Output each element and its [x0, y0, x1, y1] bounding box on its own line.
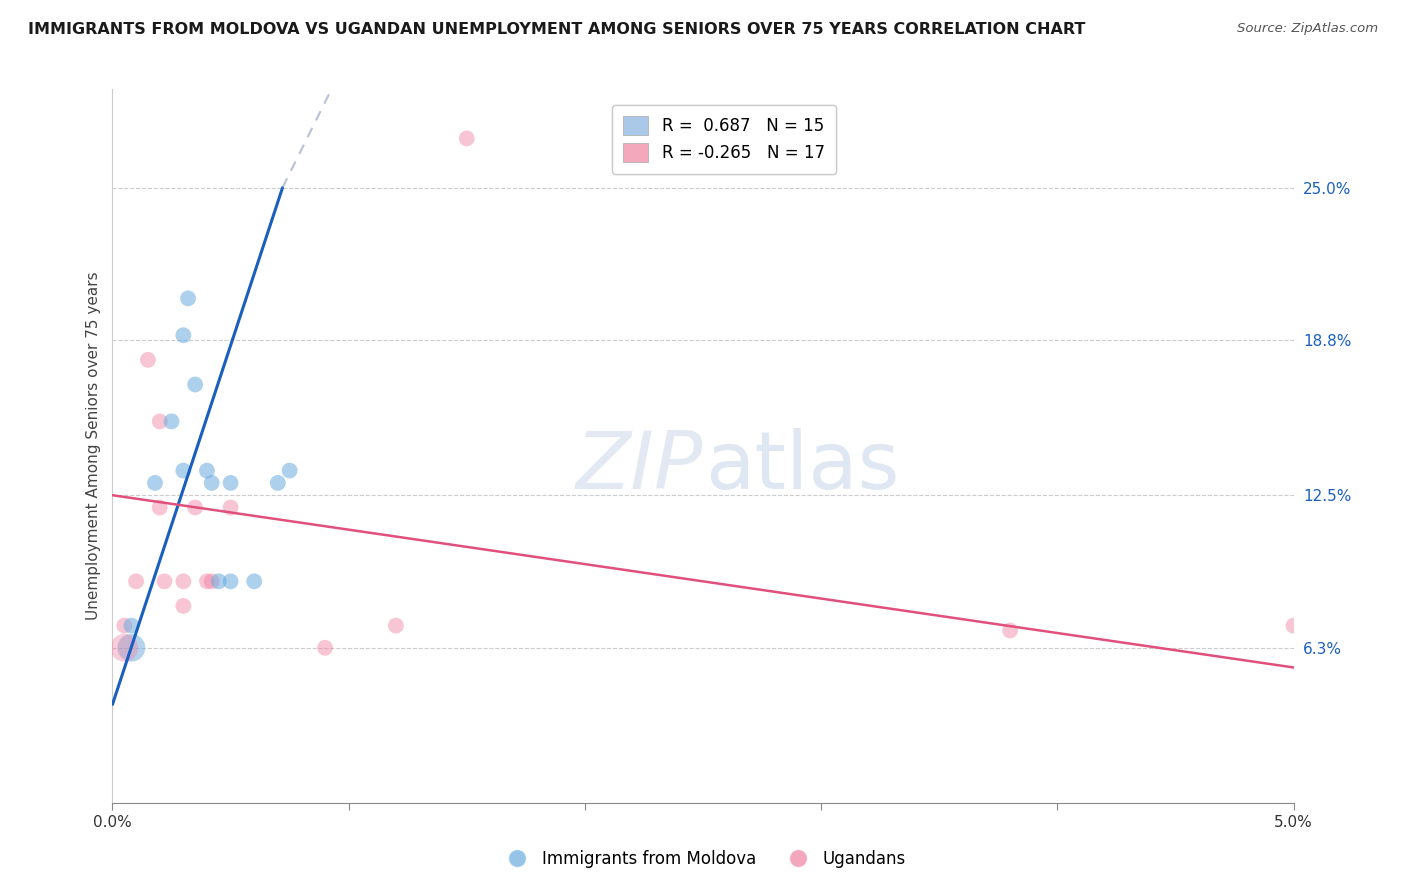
Point: [125, 574, 148, 589]
Point: [172, 574, 194, 589]
Text: Source: ZipAtlas.com: Source: ZipAtlas.com: [1237, 22, 1378, 36]
Legend: Immigrants from Moldova, Ugandans: Immigrants from Moldova, Ugandans: [494, 844, 912, 875]
Point: [172, 464, 194, 478]
Point: [195, 464, 218, 478]
Point: [149, 414, 172, 428]
Point: [219, 574, 242, 589]
Point: [153, 574, 176, 589]
Point: [172, 328, 194, 343]
Point: [219, 475, 242, 490]
Text: atlas: atlas: [706, 428, 900, 507]
Text: IMMIGRANTS FROM MOLDOVA VS UGANDAN UNEMPLOYMENT AMONG SENIORS OVER 75 YEARS CORR: IMMIGRANTS FROM MOLDOVA VS UGANDAN UNEMP…: [28, 22, 1085, 37]
Point: [177, 291, 200, 305]
Point: [136, 352, 159, 367]
Point: [120, 640, 142, 655]
Point: [120, 618, 142, 632]
Point: [112, 640, 135, 655]
Point: [278, 464, 301, 478]
Point: [149, 500, 172, 515]
Point: [1282, 618, 1305, 632]
Point: [998, 624, 1021, 638]
Point: [267, 475, 290, 490]
Point: [208, 574, 231, 589]
Point: [219, 500, 242, 515]
Point: [195, 574, 218, 589]
Point: [160, 414, 183, 428]
Point: [184, 500, 207, 515]
Point: [172, 599, 194, 613]
Point: [201, 475, 224, 490]
Point: [385, 618, 408, 632]
Y-axis label: Unemployment Among Seniors over 75 years: Unemployment Among Seniors over 75 years: [86, 272, 101, 620]
Point: [314, 640, 336, 655]
Point: [143, 475, 166, 490]
Point: [184, 377, 207, 392]
Legend: R =  0.687   N = 15, R = -0.265   N = 17: R = 0.687 N = 15, R = -0.265 N = 17: [612, 104, 837, 174]
Point: [112, 618, 135, 632]
Point: [456, 131, 478, 145]
Point: [243, 574, 266, 589]
Point: [201, 574, 224, 589]
Text: ZIP: ZIP: [575, 428, 703, 507]
